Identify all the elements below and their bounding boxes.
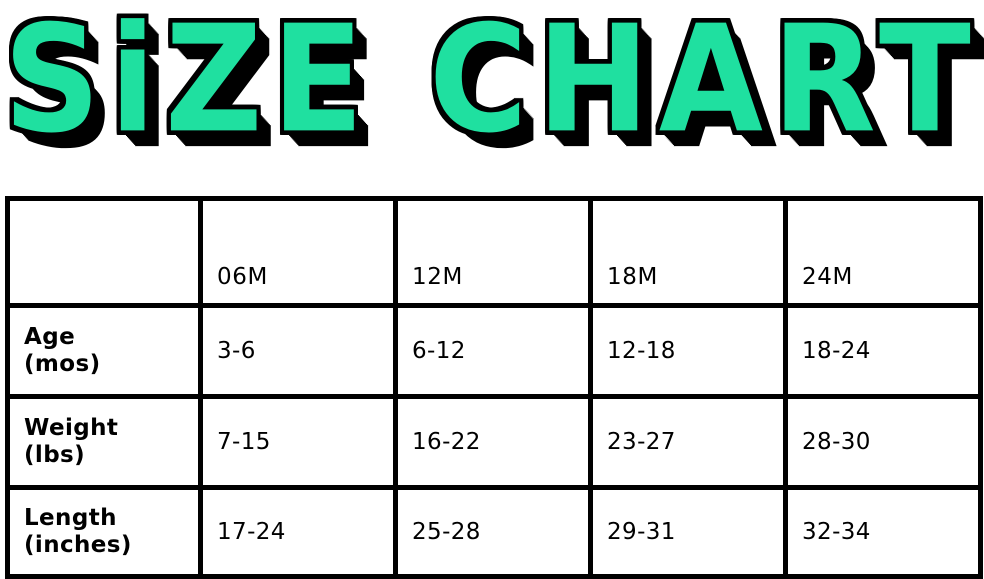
column-header-label: 24M (802, 264, 853, 290)
cell-length-12m: 25-28 (393, 485, 593, 579)
row-label-line2: (mos) (24, 351, 101, 377)
cell-length-18m: 29-31 (588, 485, 788, 579)
cell-age-24m: 18-24 (783, 303, 983, 399)
column-header-06m: 06M (198, 196, 398, 308)
title-banner: SiZE CHART (0, 0, 984, 160)
row-label-line1: Length (24, 505, 117, 532)
table-row: Age (mos) 3-6 6-12 12-18 18-24 (5, 303, 983, 399)
header-row: 06M 12M 18M 24M (5, 196, 983, 308)
size-table: 06M 12M 18M 24M Age (5, 196, 983, 579)
table-row: Length (inches) 17-24 25-28 29-31 32-34 (5, 485, 983, 579)
size-table-container: 06M 12M 18M 24M Age (5, 196, 983, 579)
column-header-label: 06M (217, 264, 268, 290)
table-body: Age (mos) 3-6 6-12 12-18 18-24 Weight (l… (5, 303, 983, 579)
column-header-label: 12M (412, 264, 463, 290)
row-label-line1: Age (24, 324, 76, 351)
row-label-line2: (lbs) (24, 442, 86, 468)
page-title: SiZE CHART (3, 0, 981, 167)
cell-age-12m: 6-12 (393, 303, 593, 399)
row-label-line1: Weight (24, 415, 119, 442)
column-header-label: 18M (607, 264, 658, 290)
cell-age-06m: 3-6 (198, 303, 398, 399)
row-label-line2: (inches) (24, 532, 132, 558)
cell-weight-06m: 7-15 (198, 394, 398, 490)
cell-weight-24m: 28-30 (783, 394, 983, 490)
cell-length-06m: 17-24 (198, 485, 398, 579)
table-header: 06M 12M 18M 24M (5, 196, 983, 308)
cell-length-24m: 32-34 (783, 485, 983, 579)
row-label-length: Length (inches) (5, 485, 203, 579)
column-header-18m: 18M (588, 196, 788, 308)
cell-weight-18m: 23-27 (588, 394, 788, 490)
row-label-age: Age (mos) (5, 303, 203, 399)
table-row: Weight (lbs) 7-15 16-22 23-27 28-30 (5, 394, 983, 490)
row-label-weight: Weight (lbs) (5, 394, 203, 490)
corner-cell (5, 196, 203, 308)
column-header-24m: 24M (783, 196, 983, 308)
cell-weight-12m: 16-22 (393, 394, 593, 490)
column-header-12m: 12M (393, 196, 593, 308)
cell-age-18m: 12-18 (588, 303, 788, 399)
